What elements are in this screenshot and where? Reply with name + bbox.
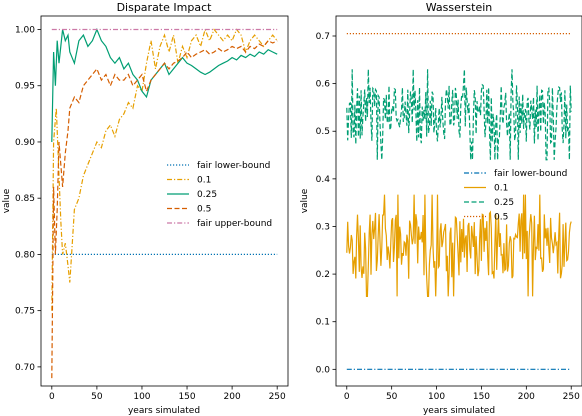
disparate-impact-panel: Disparate Impact 0 50 100 150 200 250 0.70 0.75… (2, 1, 289, 416)
wasserstein-frame (335, 15, 582, 387)
wasserstein-xlabel: years simulated (423, 406, 495, 416)
wasserstein-ytick-label: 0.0 (316, 365, 331, 375)
disparate-impact-series-line (51, 27, 278, 311)
disparate-impact-legend: fair lower-bound 0.1 0.25 0.5 fair upper-bou… (167, 161, 272, 229)
disparate-impact-ytick-label: 0.75 (15, 307, 35, 317)
disparate-impact-ticks: 0 50 100 150 200 250 0.70 0.75 0.80 0.85 0.90 0.95 1… (15, 25, 286, 402)
disparate-impact-xtick-label: 150 (178, 392, 195, 402)
disparate-impact-ytick-label: 1.00 (15, 25, 35, 35)
disparate-impact-ytick-label: 0.95 (15, 82, 35, 92)
disparate-impact-legend-label: fair lower-bound (197, 161, 270, 171)
wasserstein-ytick-label: 0.7 (316, 32, 330, 42)
disparate-impact-ytick-label: 0.90 (15, 138, 35, 148)
disparate-impact-legend-label: 0.25 (197, 190, 217, 200)
wasserstein-panel: Wasserstein 0 50 100 150 200 2500.00.10.20.30… (300, 1, 582, 416)
disparate-impact-series-line (51, 39, 278, 379)
wasserstein-ytick-label: 0.1 (316, 318, 330, 328)
disparate-impact-legend-label: 0.5 (197, 205, 211, 215)
wasserstein-xtick-label: 250 (563, 392, 580, 402)
disparate-impact-ylabel: value (2, 188, 12, 213)
disparate-impact-xtick-label: 200 (224, 392, 241, 402)
wasserstein-ytick-label: 0.6 (316, 80, 331, 90)
disparate-impact-ytick-label: 0.85 (15, 194, 35, 204)
disparate-impact-ytick-label: 0.80 (15, 250, 35, 260)
wasserstein-ticks: 0 50 100 150 200 250 0.0 0.1 0.2 0.3 0.4 0.5 0.6 0.7 (316, 32, 580, 402)
wasserstein-legend-label: fair lower-bound (494, 169, 567, 179)
wasserstein-xtick-label: 0 (344, 392, 350, 402)
wasserstein-xtick-label: 50 (386, 392, 398, 402)
wasserstein-ytick-label: 0.2 (316, 270, 330, 280)
disparate-impact-legend-label: fair upper-bound (197, 219, 272, 229)
wasserstein-legend-label: 0.1 (494, 184, 508, 194)
disparate-impact-xtick-label: 250 (269, 392, 286, 402)
wasserstein-ytick-label: 0.3 (316, 222, 330, 232)
wasserstein-ylabel: value (300, 188, 310, 213)
wasserstein-series-line (346, 194, 572, 297)
wasserstein-legend: fair lower-bound 0.1 0.25 0.5 (464, 169, 567, 223)
disparate-impact-legend-label: 0.1 (197, 176, 211, 186)
disparate-impact-series-line (51, 27, 278, 143)
wasserstein-xtick-label: 200 (518, 392, 535, 402)
disparate-impact-frame (40, 15, 289, 387)
wasserstein-xtick-label: 100 (428, 392, 445, 402)
disparate-impact-title: Disparate Impact (117, 1, 213, 14)
disparate-impact-xtick-label: 100 (133, 392, 150, 402)
disparate-impact-xtick-label: 0 (49, 392, 55, 402)
disparate-impact-plot-area (51, 27, 278, 379)
wasserstein-ytick-label: 0.5 (316, 127, 330, 137)
wasserstein-plot-area (346, 33, 572, 370)
disparate-impact-xtick-label: 50 (91, 392, 103, 402)
wasserstein-ytick-label: 0.4 (316, 175, 331, 185)
wasserstein-xtick-label: 150 (473, 392, 490, 402)
wasserstein-series-line (346, 69, 572, 161)
disparate-impact-xlabel: years simulated (128, 406, 200, 416)
wasserstein-legend-label: 0.5 (494, 213, 508, 223)
disparate-impact-ytick-label: 0.70 (15, 363, 35, 373)
wasserstein-legend-label: 0.25 (494, 198, 514, 208)
wasserstein-title: Wasserstein (426, 1, 493, 14)
